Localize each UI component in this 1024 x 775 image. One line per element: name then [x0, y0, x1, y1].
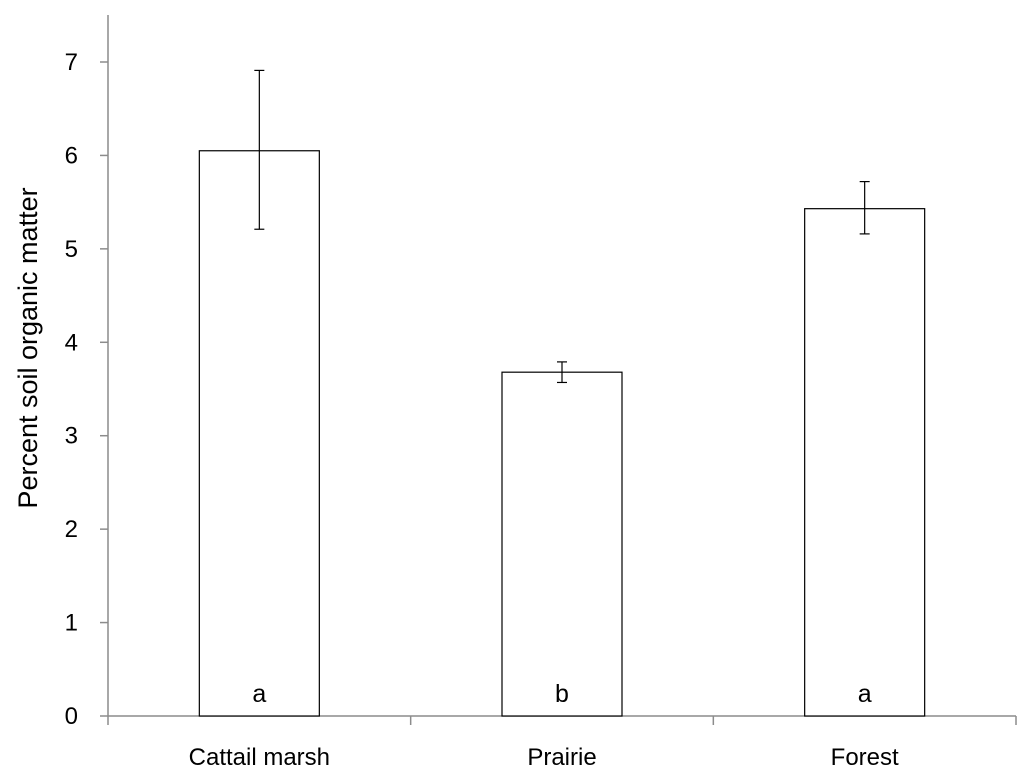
bars [198, 150, 926, 717]
labels: a Cattail marsh b Prairie a Forest [189, 680, 899, 771]
category-label: Forest [831, 744, 899, 771]
bar [501, 371, 623, 717]
y-axis: 0 1 2 3 4 5 6 7 [65, 15, 109, 730]
error-bars [254, 69, 870, 384]
category-label: Cattail marsh [189, 744, 330, 771]
y-tick-label: 1 [65, 610, 78, 637]
y-tick-label: 6 [65, 142, 78, 169]
significance-label: a [858, 680, 872, 708]
y-tick-label: 3 [65, 423, 78, 450]
y-tick-label: 5 [65, 236, 78, 263]
category-label: Prairie [527, 744, 596, 771]
y-tick-label: 0 [65, 703, 78, 730]
significance-label: a [252, 680, 266, 708]
bar [198, 150, 320, 717]
significance-label: b [555, 680, 569, 708]
y-tick-label: 4 [65, 329, 78, 356]
bar [804, 208, 926, 717]
y-axis-title: Percent soil organic matter [13, 187, 43, 508]
y-tick-label: 7 [65, 49, 78, 76]
x-axis [107, 715, 1017, 725]
y-tick-label: 2 [65, 516, 78, 543]
